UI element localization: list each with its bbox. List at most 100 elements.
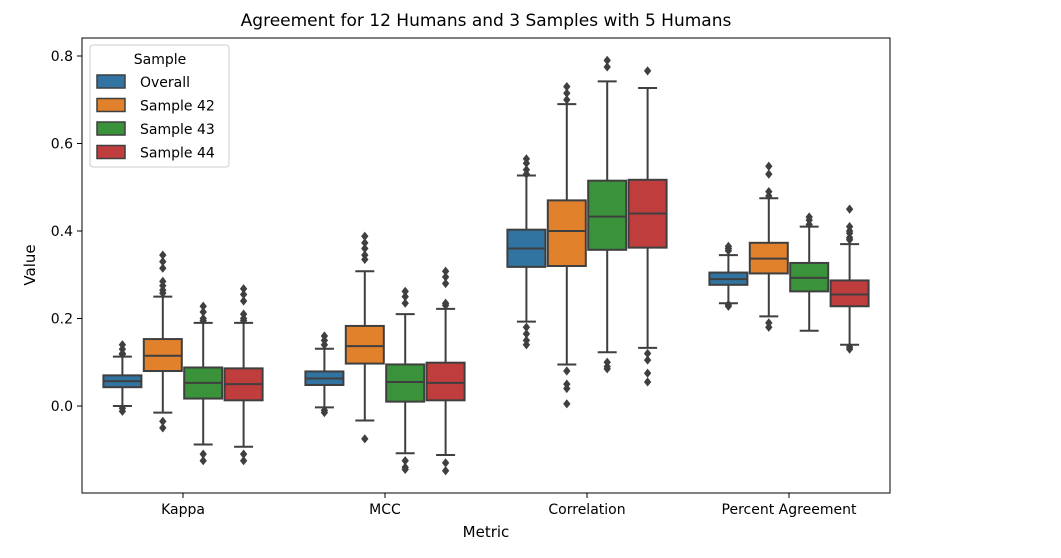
box-overall-kappa <box>102 340 143 416</box>
outlier-point <box>239 316 248 326</box>
box-overall-mcc <box>304 331 345 418</box>
x-tick-label: Percent Agreement <box>722 502 857 518</box>
outlier-point <box>159 423 167 433</box>
y-axis-label: Value <box>21 244 39 285</box>
legend-swatch <box>96 144 126 160</box>
box-overall-correlation <box>506 154 547 350</box>
outlier-point <box>441 466 450 476</box>
outlier-point <box>603 62 611 72</box>
outlier-point <box>643 368 652 378</box>
box-sample-44-kappa <box>223 284 264 466</box>
outlier-point <box>441 272 450 282</box>
outlier-point <box>159 263 167 273</box>
box-sample-43-kappa <box>183 301 224 466</box>
box-sample-44-mcc <box>425 266 466 476</box>
outlier-point <box>765 161 773 171</box>
outlier-point <box>441 278 450 289</box>
legend-swatch <box>96 74 126 89</box>
outlier-point <box>845 204 854 214</box>
outlier-point <box>563 366 571 376</box>
box-sample-44-percent-agreement <box>829 204 870 354</box>
x-tick-label: MCC <box>369 502 401 518</box>
outlier-point <box>401 456 409 466</box>
outlier-point <box>118 406 127 416</box>
outlier-point <box>845 235 854 245</box>
outlier-point <box>159 288 167 298</box>
x-tick-label: Kappa <box>161 502 205 518</box>
outlier-point <box>724 301 733 311</box>
y-tick-label: 0.8 <box>51 49 73 65</box>
outlier-point <box>401 292 409 302</box>
legend-entry: Overall <box>140 75 190 91</box>
outlier-point <box>563 95 571 105</box>
outlier-point <box>361 434 369 444</box>
outlier-point <box>522 340 531 350</box>
x-tick-label: Correlation <box>548 502 625 518</box>
outlier-point <box>199 456 207 466</box>
outlier-point <box>239 449 248 459</box>
outlier-point <box>441 458 450 468</box>
outlier-point <box>643 355 652 365</box>
legend-entry: Sample 42 <box>140 99 215 115</box>
box-sample-43-correlation <box>587 55 628 374</box>
box-sample-43-percent-agreement <box>789 212 830 332</box>
outlier-point <box>239 456 248 466</box>
outlier-point <box>401 298 409 308</box>
iqr-box <box>344 324 385 365</box>
x-axis: Kappa MCC Correlation Percent Agreement <box>161 493 857 518</box>
plot-frame <box>81 37 891 494</box>
outlier-point <box>361 243 369 254</box>
outlier-point <box>199 316 207 326</box>
chart-title: Agreement for 12 Humans and 3 Samples wi… <box>241 11 732 31</box>
outlier-point <box>765 191 773 201</box>
outlier-point <box>805 219 813 230</box>
outlier-point <box>563 399 571 409</box>
outlier-point <box>239 284 248 294</box>
box-sample-42-correlation <box>546 82 587 409</box>
outlier-point <box>441 266 450 276</box>
outlier-point <box>563 82 571 92</box>
outlier-point <box>361 254 369 265</box>
outlier-point <box>643 66 652 76</box>
outlier-point <box>563 383 571 394</box>
plot-area <box>102 55 870 476</box>
outlier-point <box>159 250 167 260</box>
legend-title: Sample <box>134 52 187 68</box>
box-sample-44-correlation <box>627 66 668 387</box>
box-sample-42-kappa <box>142 250 183 433</box>
outlier-point <box>643 377 652 387</box>
outlier-point <box>320 340 329 350</box>
y-tick-label: 0.2 <box>51 312 73 328</box>
outlier-point <box>159 257 167 267</box>
outlier-point <box>199 301 207 311</box>
outlier-point <box>765 169 773 179</box>
outlier-point <box>199 307 207 317</box>
outlier-point <box>118 349 127 359</box>
y-tick-label: 0.6 <box>51 137 73 153</box>
outlier-point <box>643 348 652 359</box>
iqr-box <box>546 199 587 267</box>
outlier-point <box>199 449 207 459</box>
outlier-point <box>603 55 611 65</box>
iqr-box <box>425 361 466 402</box>
outlier-point <box>361 231 369 241</box>
iqr-box <box>829 279 870 308</box>
legend-entry: Sample 44 <box>140 146 215 162</box>
box-sample-42-percent-agreement <box>748 161 789 332</box>
iqr-box <box>587 179 628 251</box>
outlier-point <box>522 322 531 332</box>
box-sample-43-mcc <box>385 286 426 475</box>
outlier-point <box>239 289 248 300</box>
outlier-point <box>563 88 571 98</box>
outlier-point <box>441 300 450 310</box>
outlier-point <box>724 246 733 256</box>
outlier-point <box>159 416 167 426</box>
outlier-point <box>239 296 248 306</box>
legend-entry: Sample 43 <box>140 122 215 138</box>
outlier-point <box>320 407 329 418</box>
x-axis-label: Metric <box>463 523 510 541</box>
y-axis: 0.0 0.2 0.4 0.6 0.8 <box>51 49 82 415</box>
outlier-point <box>401 286 409 296</box>
y-tick-label: 0.0 <box>51 399 73 415</box>
